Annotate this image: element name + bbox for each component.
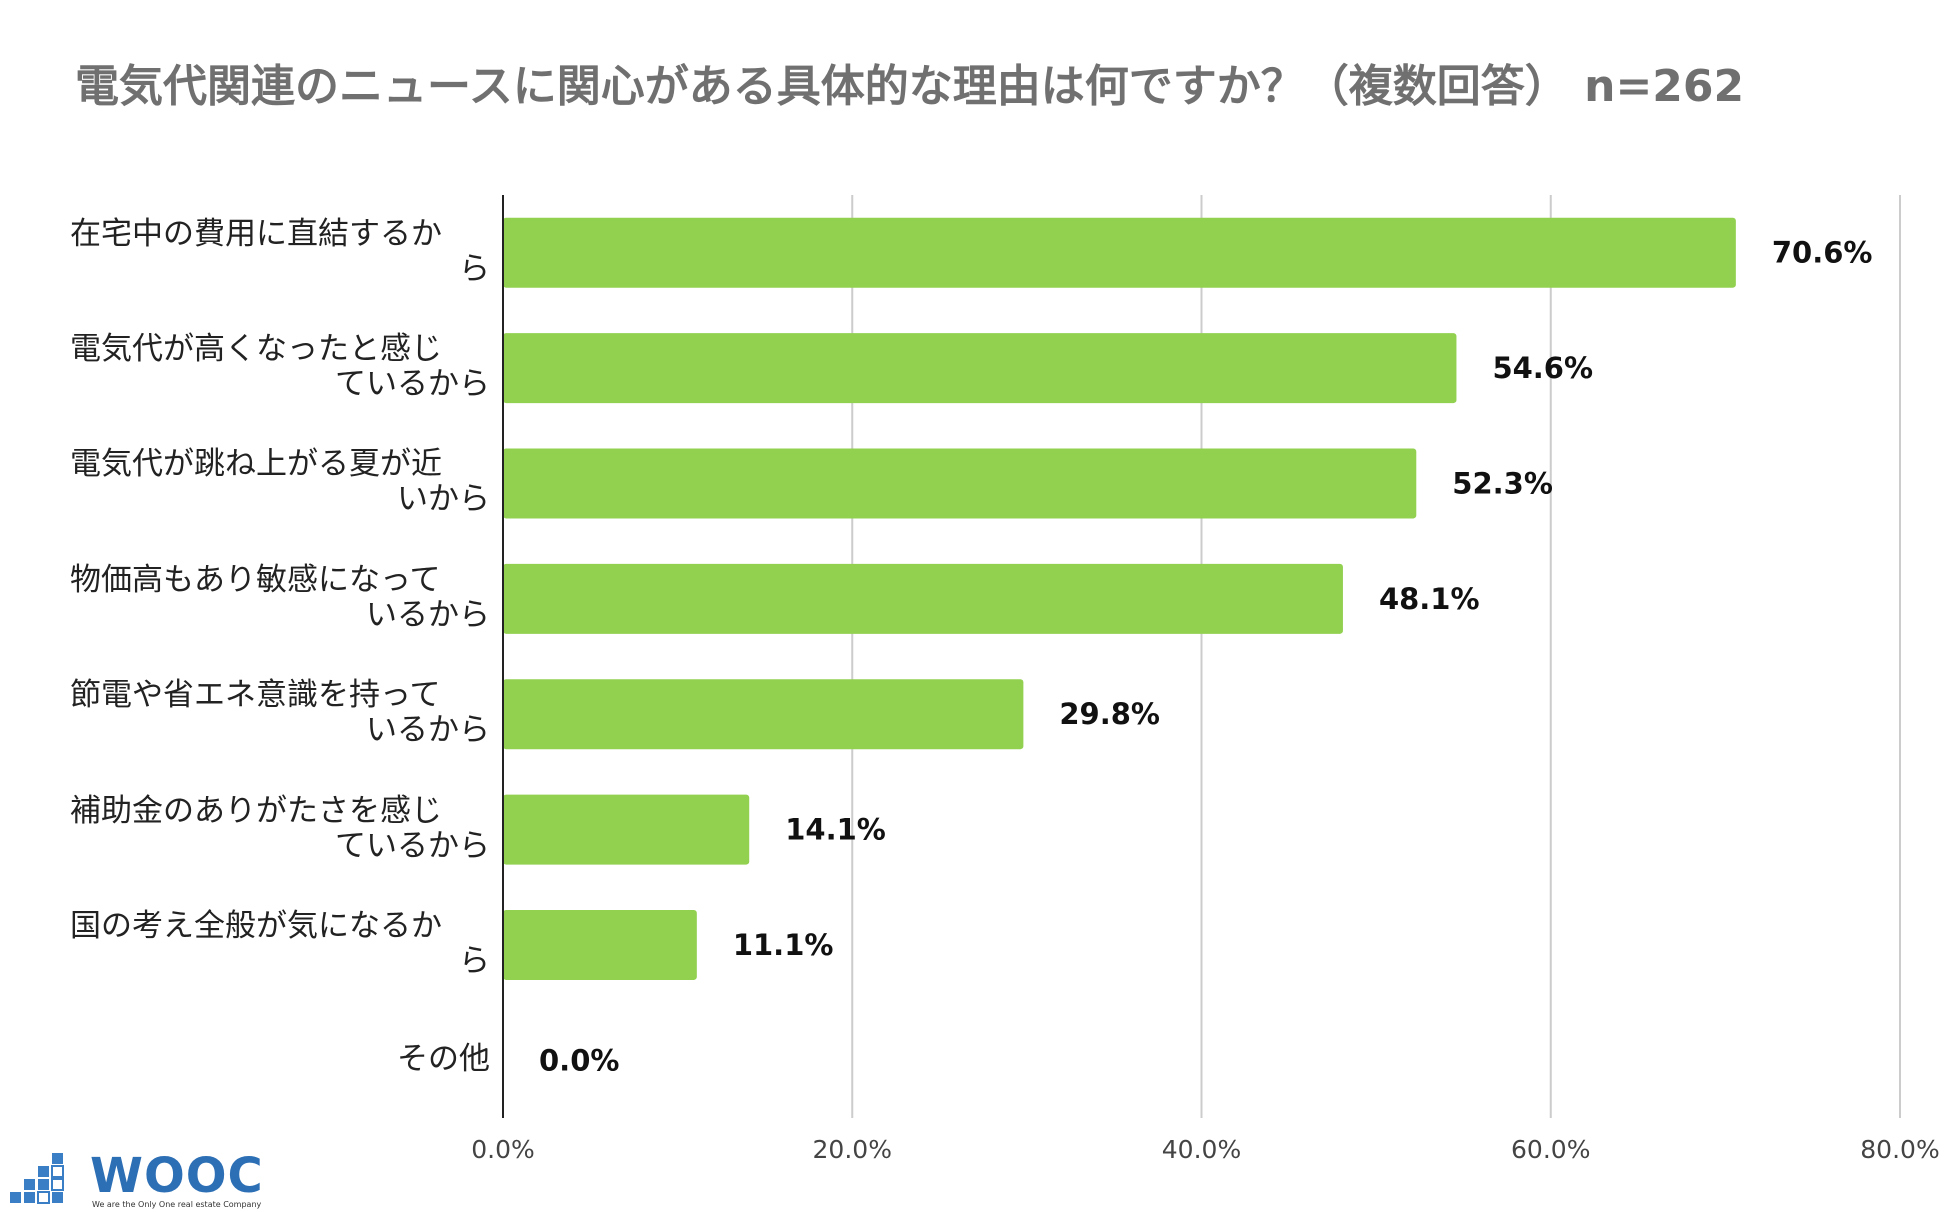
- category-label: 補助金のありがたさを感じ ているから: [70, 792, 490, 864]
- x-tick-label: 0.0%: [471, 1135, 535, 1164]
- x-tick-label: 20.0%: [813, 1135, 892, 1164]
- data-label: 11.1%: [733, 928, 834, 962]
- logo-tagline: We are the Only One real estate Company: [92, 1200, 262, 1209]
- category-label: 電気代が跳ね上がる夏が近 いから: [70, 446, 490, 518]
- category-label: 在宅中の費用に直結するから: [70, 215, 490, 287]
- logo-wordmark: WOOC: [90, 1148, 264, 1204]
- data-label: 70.6%: [1772, 236, 1873, 270]
- bar: [503, 217, 1736, 288]
- bar: [503, 909, 697, 980]
- data-label: 54.6%: [1492, 351, 1593, 385]
- x-tick-label: 80.0%: [1860, 1135, 1939, 1164]
- wooc-logo: WOOC We are the Only One real estate Com…: [8, 1148, 268, 1209]
- data-label: 0.0%: [539, 1043, 619, 1077]
- bar: [503, 679, 1024, 750]
- category-label: 節電や省エネ意識を持って いるから: [70, 677, 490, 749]
- category-label: 電気代が高くなったと感じ ているから: [70, 331, 490, 403]
- bar: [503, 448, 1417, 519]
- category-label: その他: [397, 1041, 490, 1078]
- bar: [503, 333, 1457, 404]
- chart-title: 電気代関連のニュースに関心がある具体的な理由は何ですか？（複数回答） n=262: [75, 61, 1745, 112]
- data-label: 29.8%: [1059, 697, 1160, 731]
- building-blocks-icon: [10, 1153, 64, 1204]
- category-label: 国の考え全般が気になるから: [70, 907, 490, 979]
- data-label: 48.1%: [1379, 582, 1480, 616]
- data-label: 14.1%: [785, 813, 886, 847]
- bar: [503, 563, 1343, 634]
- x-tick-label: 60.0%: [1511, 1135, 1590, 1164]
- data-label: 52.3%: [1452, 466, 1553, 500]
- category-label: 物価高もあり敏感になって いるから: [70, 561, 490, 633]
- x-tick-label: 40.0%: [1162, 1135, 1241, 1164]
- bar: [503, 794, 750, 865]
